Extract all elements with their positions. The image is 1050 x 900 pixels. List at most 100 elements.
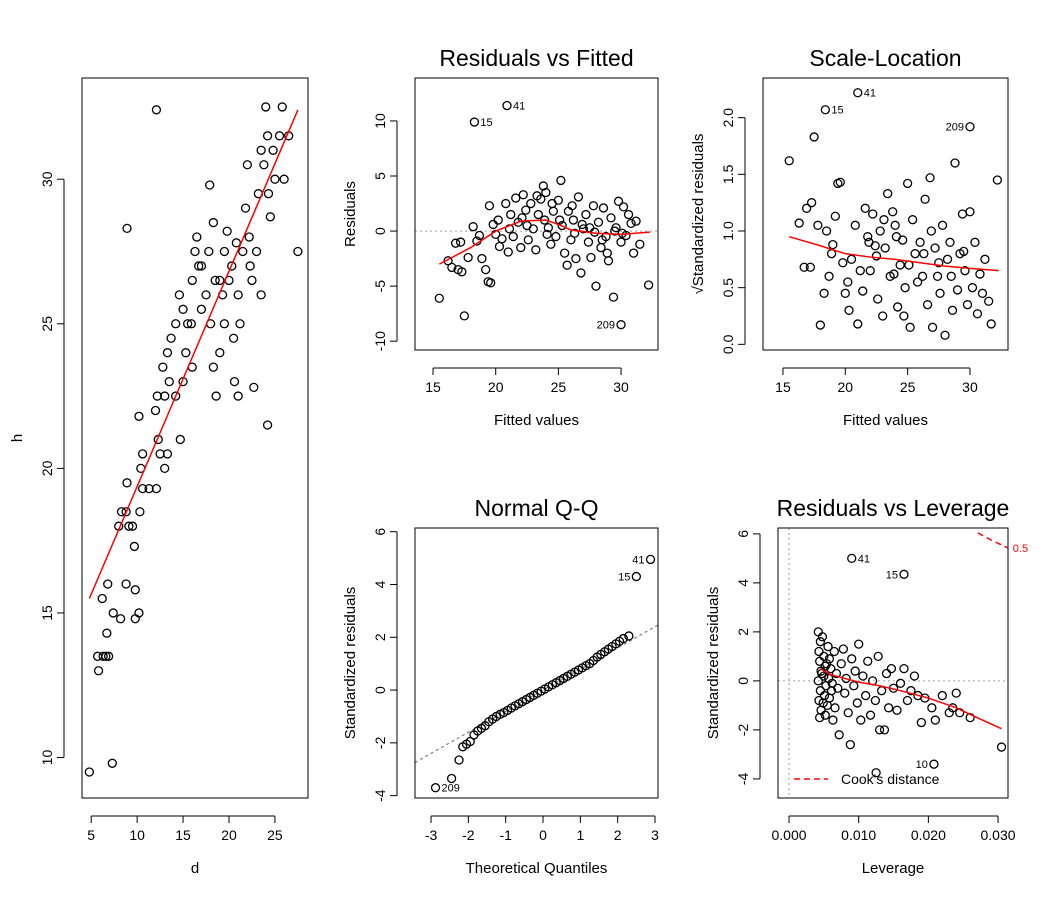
- x-tick-label: 30: [613, 379, 629, 395]
- data-point: [631, 571, 642, 582]
- data-point: [107, 758, 117, 768]
- data-point: [129, 541, 140, 552]
- data-point: [124, 521, 134, 531]
- data-point: [980, 254, 990, 264]
- data-point: [828, 715, 838, 725]
- panel: d h 5 10 15 20 25 10 15 20 25 30: [9, 77, 309, 877]
- x-tick-label: -2: [462, 827, 475, 843]
- data-point: [930, 715, 940, 725]
- panel-title: Scale-Location: [809, 45, 961, 71]
- data-point: [907, 215, 918, 225]
- data-point: [879, 725, 890, 735]
- data-point: [160, 463, 170, 474]
- data-point: [101, 651, 111, 661]
- data-point: [823, 641, 833, 652]
- data-point: [984, 296, 994, 306]
- x-tick-label: 30: [962, 379, 978, 395]
- data-point: [880, 243, 890, 253]
- data-point: [975, 269, 985, 279]
- y-tick-label: 25: [39, 316, 55, 332]
- data-point: [940, 330, 950, 340]
- x-tick-label: 0.000: [771, 827, 806, 843]
- data-point: [854, 639, 864, 649]
- data-point: [446, 773, 457, 784]
- data-point: [813, 676, 823, 686]
- data-point: [840, 288, 850, 298]
- data-point: [838, 258, 848, 268]
- data-point: [935, 288, 945, 298]
- data-point: [926, 226, 936, 236]
- data-point: [945, 237, 955, 247]
- data-point: [902, 178, 913, 189]
- data-point: [631, 216, 641, 226]
- x-tick-label: 2: [614, 827, 622, 843]
- data-point: [871, 251, 882, 261]
- data-point: [947, 305, 958, 315]
- data-point: [919, 249, 929, 259]
- data-point: [902, 695, 913, 706]
- data-point: [268, 145, 278, 155]
- data-point: [249, 382, 259, 393]
- data-point: [871, 768, 881, 778]
- data-point: [201, 290, 211, 300]
- data-point: [151, 483, 162, 494]
- plot-area: [778, 528, 1008, 798]
- data-point: [229, 376, 240, 387]
- data-point: [820, 710, 830, 720]
- data-point: [190, 246, 200, 257]
- data-point: [806, 198, 817, 208]
- data-point: [102, 628, 112, 638]
- x-tick-label: 1: [576, 827, 584, 843]
- data-point: [97, 593, 107, 604]
- data-point: [503, 247, 513, 257]
- data-point: [134, 608, 144, 618]
- data-point: [937, 220, 948, 230]
- x-tick-label: 25: [900, 379, 916, 395]
- cooks-distance-line: [977, 532, 1008, 549]
- data-point: [847, 654, 857, 664]
- data-point: [134, 411, 144, 421]
- y-tick-label: 6: [372, 528, 388, 536]
- data-point: [850, 220, 860, 230]
- data-point: [554, 215, 565, 225]
- x-tick-label: -3: [425, 827, 438, 843]
- data-point: [164, 376, 174, 387]
- data-point: [557, 220, 567, 231]
- data-point: [215, 348, 225, 358]
- data-point: [826, 686, 837, 696]
- data-point: [875, 226, 885, 236]
- data-point: [873, 651, 883, 662]
- y-tick-label: 6: [735, 530, 751, 538]
- data-point: [187, 275, 197, 286]
- data-point: [794, 218, 804, 228]
- x-tick-label: 15: [175, 827, 191, 843]
- x-tick-label: 0.020: [911, 827, 946, 843]
- data-point: [559, 248, 570, 258]
- data-point: [447, 262, 457, 273]
- data-point: [526, 198, 536, 209]
- data-point: [502, 100, 512, 111]
- data-point: [277, 102, 287, 112]
- data-point: [160, 391, 170, 401]
- data-point: [846, 254, 857, 264]
- data-point: [463, 252, 473, 263]
- data-point: [484, 201, 495, 211]
- panel: Scale-Location Fitted values √Standardized…: [690, 45, 1009, 429]
- data-point: [959, 246, 969, 257]
- data-point: [815, 637, 826, 647]
- data-point: [900, 283, 910, 293]
- data-point: [920, 194, 930, 204]
- data-point: [886, 663, 897, 674]
- data-point: [852, 698, 862, 708]
- smooth-line: [819, 667, 1002, 730]
- data-point: [602, 248, 612, 258]
- data-point: [121, 579, 131, 589]
- data-point: [274, 131, 285, 141]
- data-point: [578, 224, 589, 234]
- data-point: [137, 483, 148, 494]
- plot-box: [762, 77, 1009, 351]
- data-point: [835, 177, 845, 187]
- data-point: [929, 759, 939, 769]
- y-axis-label: h: [9, 434, 26, 442]
- data-point: [910, 249, 920, 259]
